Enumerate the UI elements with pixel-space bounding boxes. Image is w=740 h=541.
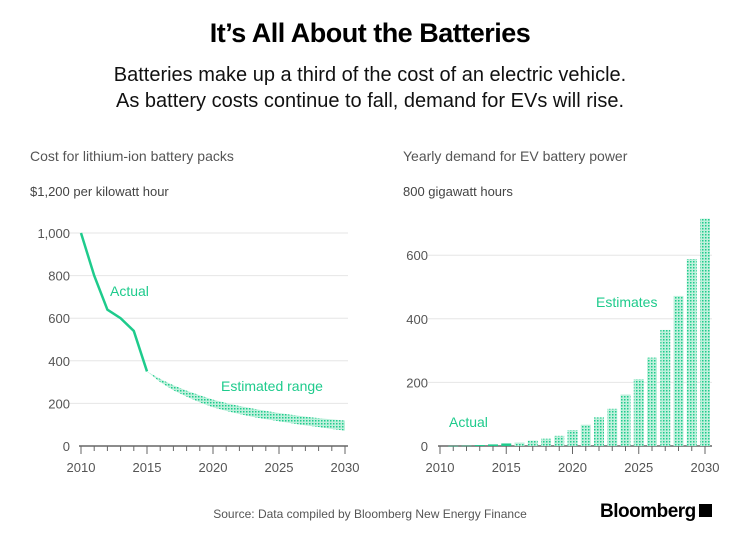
right-y-tick-label: 600 xyxy=(406,248,428,263)
subtitle-line-2: As battery costs continue to fall, deman… xyxy=(116,90,624,112)
left-chart-title: Cost for lithium-ion battery packs xyxy=(30,148,234,164)
left-x-tick-label: 2015 xyxy=(133,460,162,475)
estimated-range-annotation: Estimated range xyxy=(221,378,323,394)
demand-bar-2020 xyxy=(567,430,578,446)
left-x-tick-label: 2010 xyxy=(67,460,96,475)
estimated-range-band xyxy=(147,371,345,431)
left-y-tick-label: 600 xyxy=(48,311,70,326)
demand-bar-2021 xyxy=(580,424,591,446)
left-y-tick-label: 800 xyxy=(48,269,70,284)
demand-bar-2012 xyxy=(461,445,472,447)
bloomberg-logo: Bloomberg xyxy=(600,500,712,523)
demand-bar-2015 xyxy=(501,443,512,446)
left-y-tick-label: 200 xyxy=(48,396,70,411)
demand-bar-2018 xyxy=(541,438,551,446)
demand-bar-2014 xyxy=(488,444,498,446)
demand-bar-2026 xyxy=(647,357,657,446)
demand-bar-2030 xyxy=(700,218,710,446)
right-x-tick-label: 2020 xyxy=(558,460,587,475)
logo-text: Bloomberg xyxy=(600,501,696,522)
demand-bar-2029 xyxy=(686,259,697,446)
demand-bar-2022 xyxy=(594,417,604,446)
left-x-tick-label: 2020 xyxy=(199,460,228,475)
right-y-tick-label: 400 xyxy=(406,312,428,327)
page-title: It’s All About the Batteries xyxy=(209,18,531,48)
right-unit-label: 800 gigawatt hours xyxy=(403,184,513,199)
right-y-tick-label: 200 xyxy=(406,375,428,390)
demand-bar-2023 xyxy=(607,408,618,446)
right-x-tick-label: 2030 xyxy=(691,460,720,475)
right-x-tick-label: 2010 xyxy=(426,460,455,475)
actual-cost-line xyxy=(79,232,149,372)
estimates-annotation: Estimates xyxy=(596,294,657,310)
left-x-tick-label: 2025 xyxy=(265,460,294,475)
logo-mark-icon xyxy=(698,504,712,517)
left-y-tick-label: 1,000 xyxy=(37,226,70,241)
source-note: Source: Data compiled by Bloomberg New E… xyxy=(213,507,527,521)
demand-bar-2017 xyxy=(527,440,538,446)
right-x-tick-label: 2015 xyxy=(492,460,521,475)
demand-bar-2027 xyxy=(660,329,671,446)
subtitle-line-1: Batteries make up a third of the cost of… xyxy=(113,64,627,86)
actual-annotation: Actual xyxy=(110,283,149,299)
demand-bar-2028 xyxy=(673,295,684,446)
demand-bar-2024 xyxy=(620,394,631,446)
demand-bar-2016 xyxy=(514,442,525,446)
demand-bar-2013 xyxy=(474,445,485,446)
left-y-tick-label: 400 xyxy=(48,354,70,369)
right-chart-title: Yearly demand for EV battery power xyxy=(403,148,628,164)
left-unit-label: $1,200 per kilowatt hour xyxy=(30,184,169,199)
right-y-tick-label: 0 xyxy=(421,439,428,454)
right-x-tick-label: 2025 xyxy=(624,460,653,475)
actual-annotation: Actual xyxy=(449,414,488,430)
demand-bar-2025 xyxy=(633,379,644,446)
left-y-tick-label: 0 xyxy=(63,439,70,454)
demand-bar-2011 xyxy=(448,445,459,447)
demand-bar-2019 xyxy=(554,435,565,446)
left-x-tick-label: 2030 xyxy=(331,460,360,475)
